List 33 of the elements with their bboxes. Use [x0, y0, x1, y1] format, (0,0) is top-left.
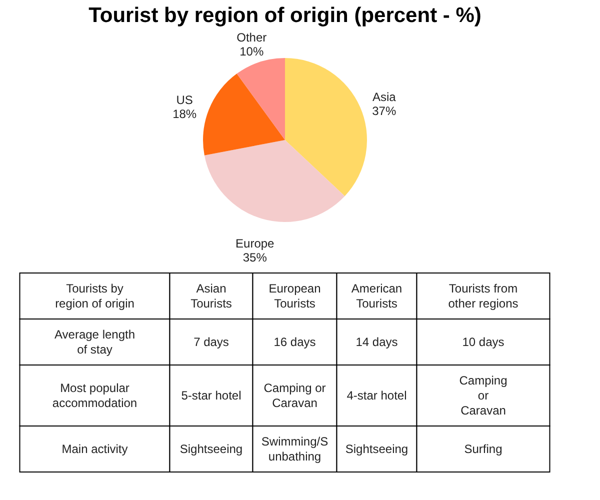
data-label: 10%	[240, 44, 264, 58]
text: 14 days	[356, 335, 398, 349]
text: Average length of stay	[54, 328, 136, 356]
pie-slice	[285, 58, 367, 196]
text: 7 days	[194, 335, 229, 349]
slice-label: Europe	[236, 236, 275, 251]
text: 4-star hotel	[346, 388, 407, 402]
text: Surfing	[464, 442, 502, 456]
pie-slice	[203, 74, 285, 156]
text: Main activity	[62, 442, 128, 456]
text: Most popular accommodation	[52, 381, 138, 410]
text: Swimming/S unbathing	[261, 434, 328, 464]
data-label: 35%	[242, 250, 268, 265]
text: Sightseeing	[180, 442, 243, 456]
text: 16 days	[274, 335, 316, 349]
slice-label: US	[176, 93, 193, 108]
text: Camping or Caravan	[264, 381, 326, 410]
category-label: Asian Tourists	[190, 282, 232, 310]
text: 5-star hotel	[181, 388, 242, 402]
slice-label: Asia	[372, 90, 396, 104]
text: 10 days	[462, 335, 504, 349]
category-label: Tourists from other regions	[448, 282, 518, 310]
text: Camping or Caravan	[459, 374, 508, 418]
pie-slice	[204, 140, 345, 222]
slice-label: Other	[236, 30, 267, 44]
pie-slice	[236, 58, 285, 140]
category-label: American Tourists	[351, 282, 402, 310]
category-label: Tourists by region of origin	[55, 282, 134, 310]
chart-title: Tourist by region of origin (percent - %)	[88, 4, 482, 27]
text: Sightseeing	[345, 442, 408, 456]
data-label: 37%	[372, 104, 396, 118]
category-label: European Tourists	[268, 282, 321, 310]
data-label: 18%	[172, 107, 197, 122]
